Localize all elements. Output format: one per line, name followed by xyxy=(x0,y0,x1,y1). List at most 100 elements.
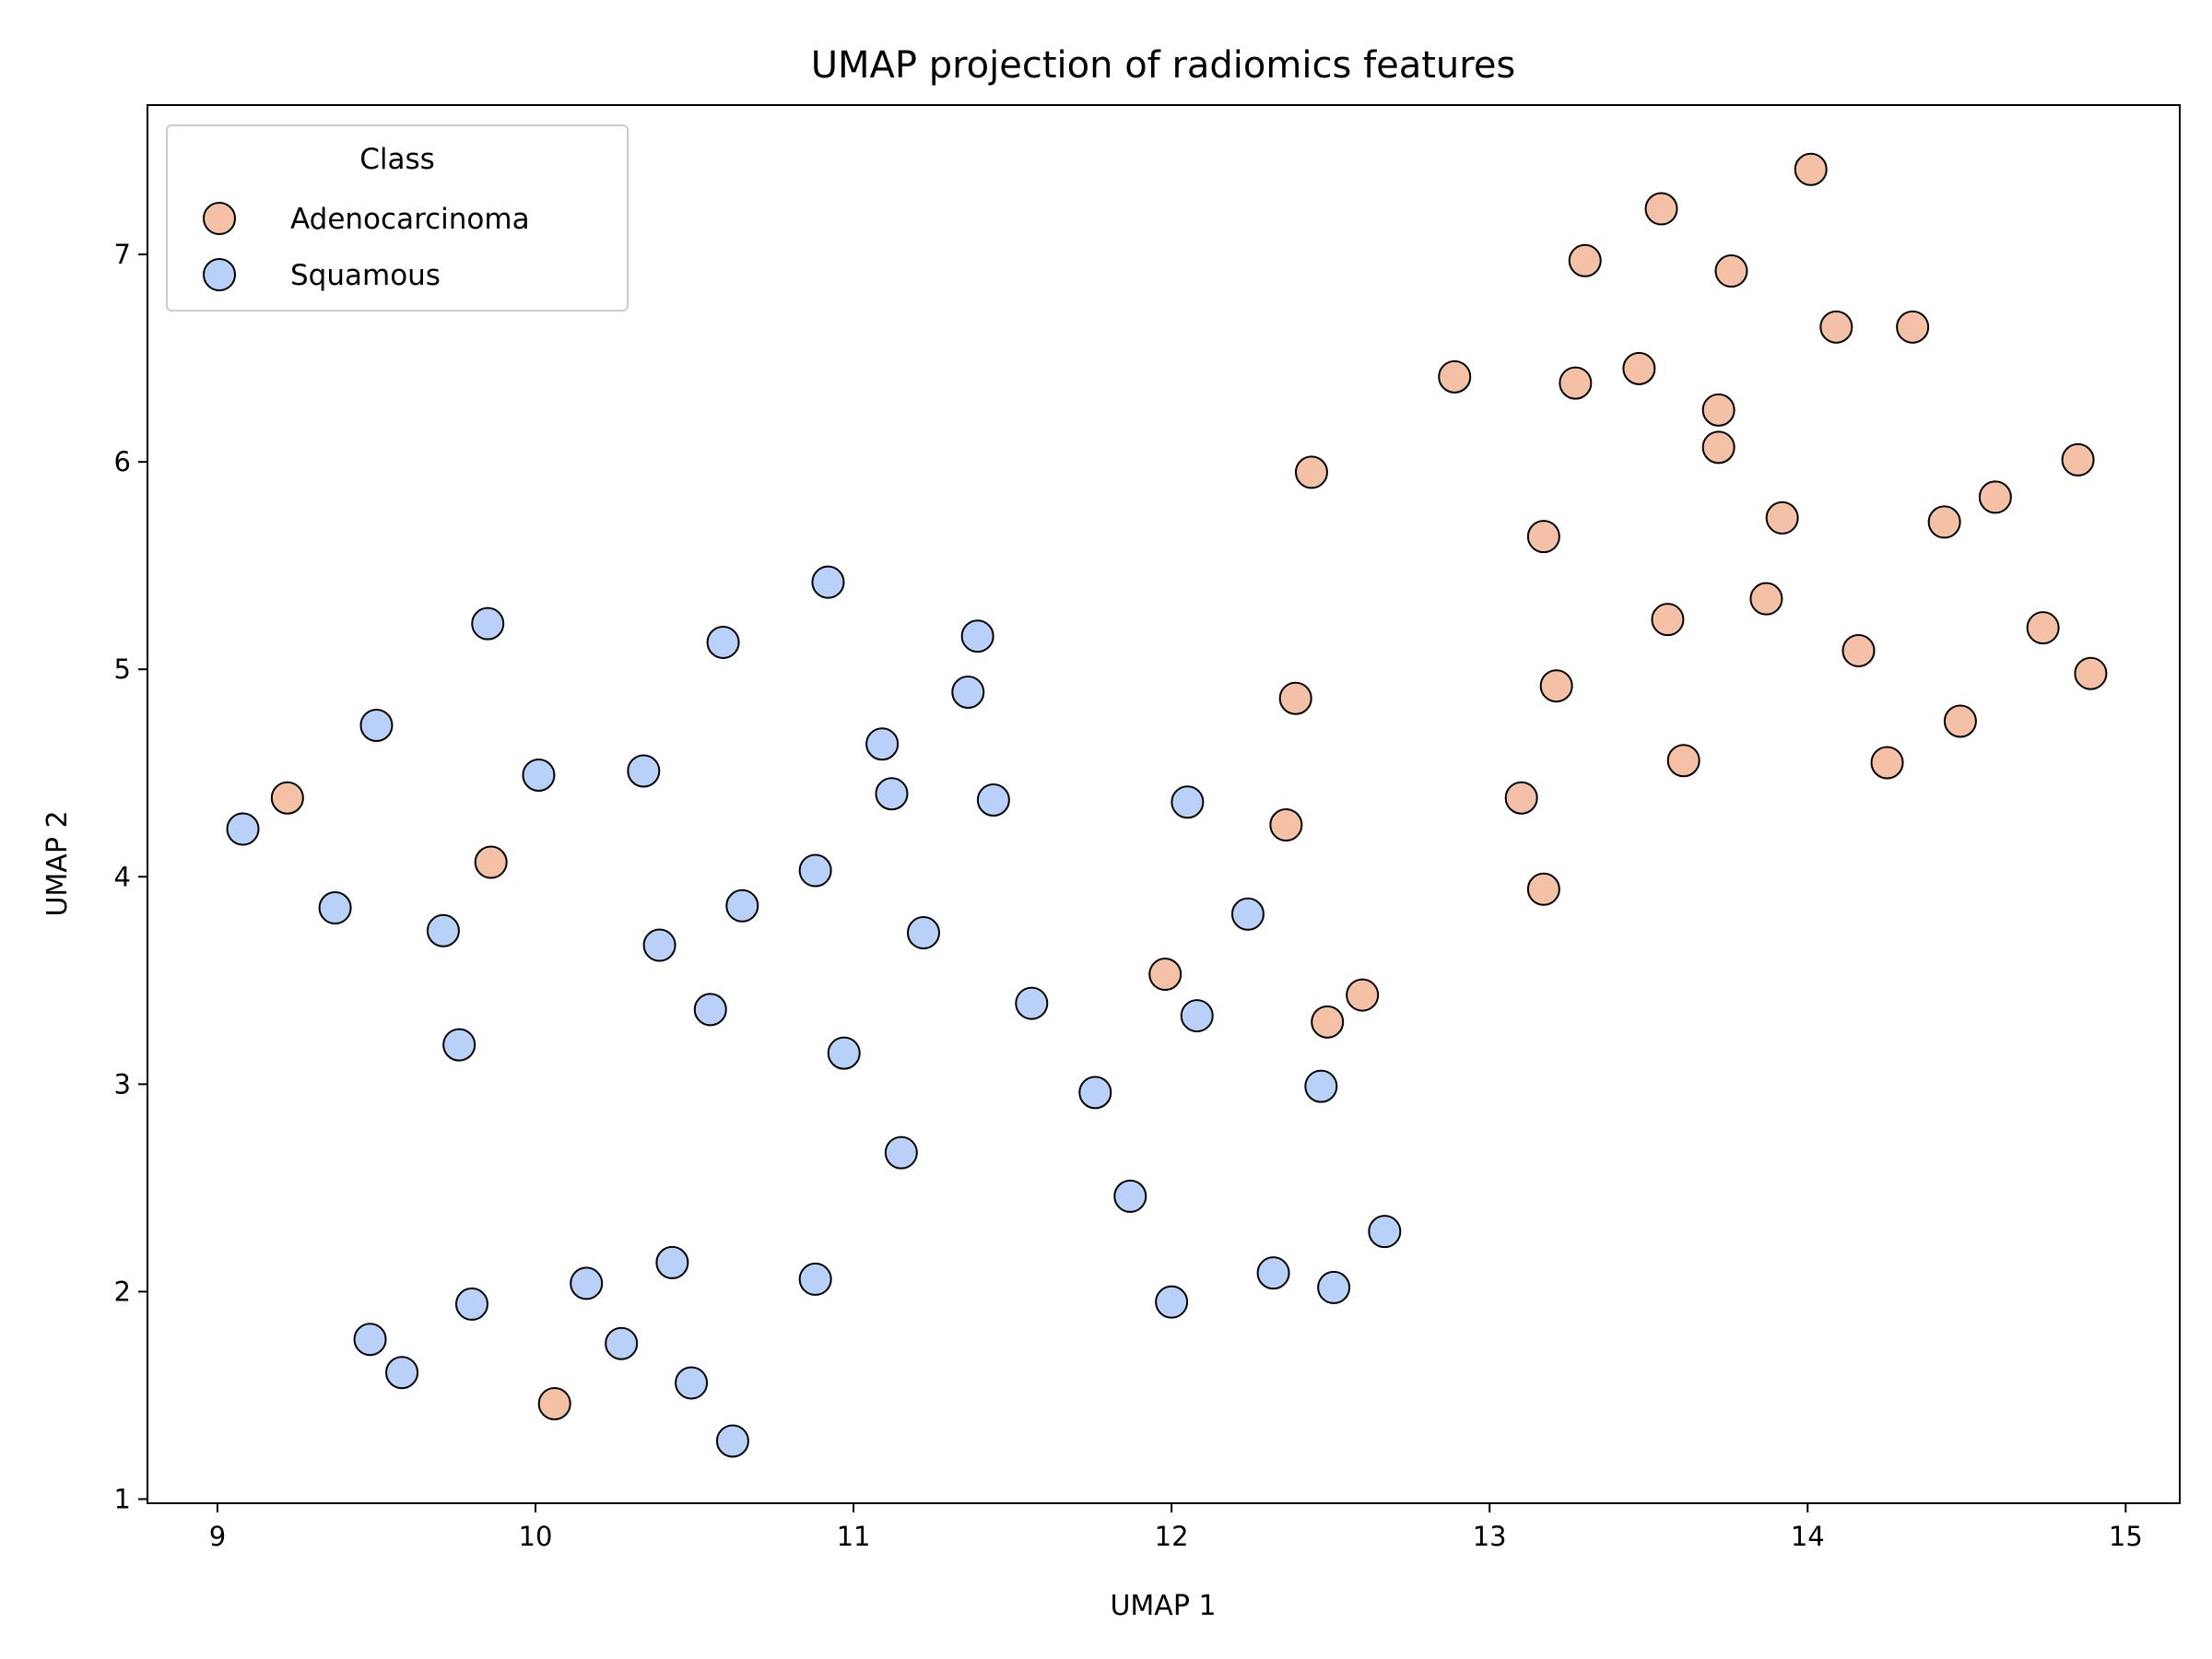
plot-frame xyxy=(147,104,2181,1504)
point-squamous xyxy=(426,913,460,947)
x-tick-label: 13 xyxy=(1473,1521,1507,1552)
point-squamous xyxy=(522,758,556,792)
point-squamous xyxy=(385,1356,419,1390)
point-squamous xyxy=(1317,1270,1351,1304)
point-adenocarcinoma xyxy=(1148,958,1182,992)
legend-marker-squamous xyxy=(203,258,236,291)
point-adenocarcinoma xyxy=(1978,480,2012,514)
point-adenocarcinoma xyxy=(1819,310,1853,344)
series-adenocarcinoma xyxy=(270,152,2108,1420)
point-squamous xyxy=(226,812,260,846)
point-squamous xyxy=(655,1245,689,1279)
legend-title: Class xyxy=(359,143,435,176)
point-adenocarcinoma xyxy=(2061,442,2095,477)
point-adenocarcinoma xyxy=(1559,366,1593,400)
y-tick-label: 1 xyxy=(114,1483,131,1514)
point-adenocarcinoma xyxy=(1269,808,1303,842)
point-squamous xyxy=(1113,1179,1147,1213)
legend: Class Adenocarcinoma Squamous xyxy=(166,124,629,312)
point-squamous xyxy=(906,916,940,950)
point-adenocarcinoma xyxy=(1539,669,1573,703)
point-adenocarcinoma xyxy=(1504,781,1538,815)
point-squamous xyxy=(875,777,909,811)
point-adenocarcinoma xyxy=(1701,430,1735,465)
point-squamous xyxy=(642,928,677,962)
point-squamous xyxy=(1304,1069,1338,1103)
point-adenocarcinoma xyxy=(1526,520,1560,554)
x-tick-label: 15 xyxy=(2109,1521,2143,1552)
point-squamous xyxy=(1230,897,1265,931)
point-squamous xyxy=(471,606,505,641)
point-squamous xyxy=(715,1424,749,1458)
point-adenocarcinoma xyxy=(537,1386,571,1420)
point-adenocarcinoma xyxy=(1278,681,1312,715)
point-adenocarcinoma xyxy=(1701,393,1735,427)
point-squamous xyxy=(454,1287,488,1321)
x-tick-label: 11 xyxy=(837,1521,871,1552)
legend-box xyxy=(166,124,629,312)
point-adenocarcinoma xyxy=(270,781,304,815)
point-adenocarcinoma xyxy=(1666,744,1700,778)
y-tick-label: 2 xyxy=(114,1276,131,1307)
plot-area xyxy=(147,104,2181,1504)
point-squamous xyxy=(951,675,985,709)
point-adenocarcinoma xyxy=(1841,633,1876,667)
x-axis-label: UMAP 1 xyxy=(1110,1590,1216,1622)
x-tick-label: 12 xyxy=(1155,1521,1189,1552)
point-adenocarcinoma xyxy=(1794,152,1828,186)
x-tick-label: 10 xyxy=(519,1521,553,1552)
series-squamous xyxy=(226,565,1402,1458)
point-adenocarcinoma xyxy=(1927,505,1961,539)
point-adenocarcinoma xyxy=(1568,243,1602,277)
point-adenocarcinoma xyxy=(1346,978,1380,1012)
point-adenocarcinoma xyxy=(2074,656,2108,690)
point-squamous xyxy=(865,727,900,761)
point-squamous xyxy=(1180,999,1214,1033)
point-squamous xyxy=(359,708,394,742)
point-adenocarcinoma xyxy=(1749,582,1783,616)
point-squamous xyxy=(353,1323,387,1357)
y-tick-label: 4 xyxy=(114,861,131,892)
point-squamous xyxy=(725,888,759,923)
point-adenocarcinoma xyxy=(1438,359,1472,394)
point-squamous xyxy=(960,619,994,653)
point-squamous xyxy=(976,782,1010,817)
legend-label-squamous: Squamous xyxy=(290,259,441,292)
point-squamous xyxy=(1256,1256,1290,1290)
y-tick-label: 3 xyxy=(114,1068,131,1100)
point-squamous xyxy=(1171,785,1205,819)
y-tick-label: 6 xyxy=(114,446,131,477)
point-squamous xyxy=(706,625,740,659)
point-squamous xyxy=(884,1135,918,1170)
point-squamous xyxy=(605,1326,639,1360)
point-squamous xyxy=(811,565,845,599)
chart-title: UMAP projection of radiomics features xyxy=(811,44,1516,87)
point-adenocarcinoma xyxy=(1714,254,1748,288)
legend-marker-adenocarcinoma xyxy=(203,202,236,235)
point-adenocarcinoma xyxy=(474,845,508,879)
point-squamous xyxy=(798,853,832,888)
y-tick-label: 7 xyxy=(114,239,131,270)
point-squamous xyxy=(627,754,661,788)
point-squamous xyxy=(675,1366,709,1400)
point-squamous xyxy=(442,1028,477,1062)
point-squamous xyxy=(1155,1285,1189,1319)
x-tick-label: 14 xyxy=(1791,1521,1825,1552)
point-adenocarcinoma xyxy=(1896,310,1930,344)
point-adenocarcinoma xyxy=(1870,746,1904,780)
point-adenocarcinoma xyxy=(1526,872,1560,906)
y-tick-label: 5 xyxy=(114,653,131,685)
point-adenocarcinoma xyxy=(1622,351,1656,385)
point-adenocarcinoma xyxy=(1644,192,1678,226)
point-squamous xyxy=(1078,1076,1112,1110)
y-axis-label: UMAP 2 xyxy=(41,810,74,916)
point-adenocarcinoma xyxy=(1294,455,1328,489)
point-squamous xyxy=(827,1036,861,1070)
point-squamous xyxy=(318,891,352,925)
point-squamous xyxy=(1368,1215,1402,1249)
point-squamous xyxy=(798,1262,832,1296)
point-adenocarcinoma xyxy=(1943,704,1977,738)
